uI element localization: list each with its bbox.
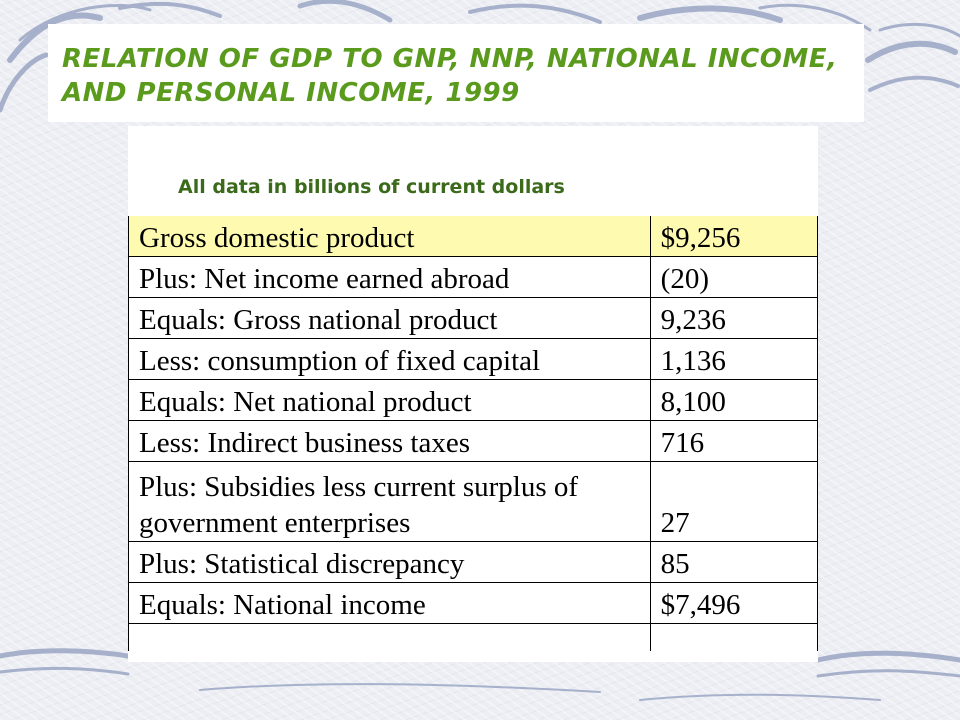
row-label: Plus: Subsidies less current surplus of … bbox=[128, 461, 651, 542]
table-row: Plus: Statistical discrepancy 85 bbox=[128, 541, 819, 583]
table-row: Equals: National income $7,496 bbox=[128, 582, 819, 624]
row-label: Plus: Net income earned abroad bbox=[128, 256, 651, 298]
table-row: Plus: Net income earned abroad (20) bbox=[128, 256, 819, 298]
row-value: 8,100 bbox=[649, 379, 819, 421]
table-row: Less: Indirect business taxes 716 bbox=[128, 420, 819, 462]
title-box: Relation of GDP to GNP, NNP, National In… bbox=[48, 24, 864, 122]
row-value: (20) bbox=[649, 256, 819, 298]
content-panel: All data in billions of current dollars … bbox=[128, 126, 819, 662]
table-row: Equals: Gross national product 9,236 bbox=[128, 297, 819, 339]
row-label: Plus: Statistical discrepancy bbox=[128, 541, 651, 583]
row-value: 1,136 bbox=[649, 338, 819, 380]
table-row-empty bbox=[128, 623, 819, 651]
row-value-empty bbox=[649, 623, 819, 651]
row-label: Less: consumption of fixed capital bbox=[128, 338, 651, 380]
row-label: Less: Indirect business taxes bbox=[128, 420, 651, 462]
table-row: Equals: Net national product 8,100 bbox=[128, 379, 819, 421]
table-row: Less: consumption of fixed capital 1,136 bbox=[128, 338, 819, 380]
row-value: 27 bbox=[649, 461, 819, 542]
slide-title: Relation of GDP to GNP, NNP, National In… bbox=[62, 44, 838, 108]
table-row: Gross domestic product $9,256 bbox=[128, 216, 819, 257]
income-table: Gross domestic product $9,256 Plus: Net … bbox=[128, 216, 819, 651]
row-value: 9,236 bbox=[649, 297, 819, 339]
row-label: Equals: National income bbox=[128, 582, 651, 624]
row-label: Equals: Gross national product bbox=[128, 297, 651, 339]
units-note: All data in billions of current dollars bbox=[178, 176, 565, 198]
row-value: $7,496 bbox=[649, 582, 819, 624]
row-value: 716 bbox=[649, 420, 819, 462]
table-row: Plus: Subsidies less current surplus of … bbox=[128, 461, 819, 542]
row-label: Gross domestic product bbox=[128, 216, 651, 257]
row-label: Equals: Net national product bbox=[128, 379, 651, 421]
row-label-empty bbox=[128, 623, 651, 651]
row-value: $9,256 bbox=[649, 216, 819, 257]
row-value: 85 bbox=[649, 541, 819, 583]
